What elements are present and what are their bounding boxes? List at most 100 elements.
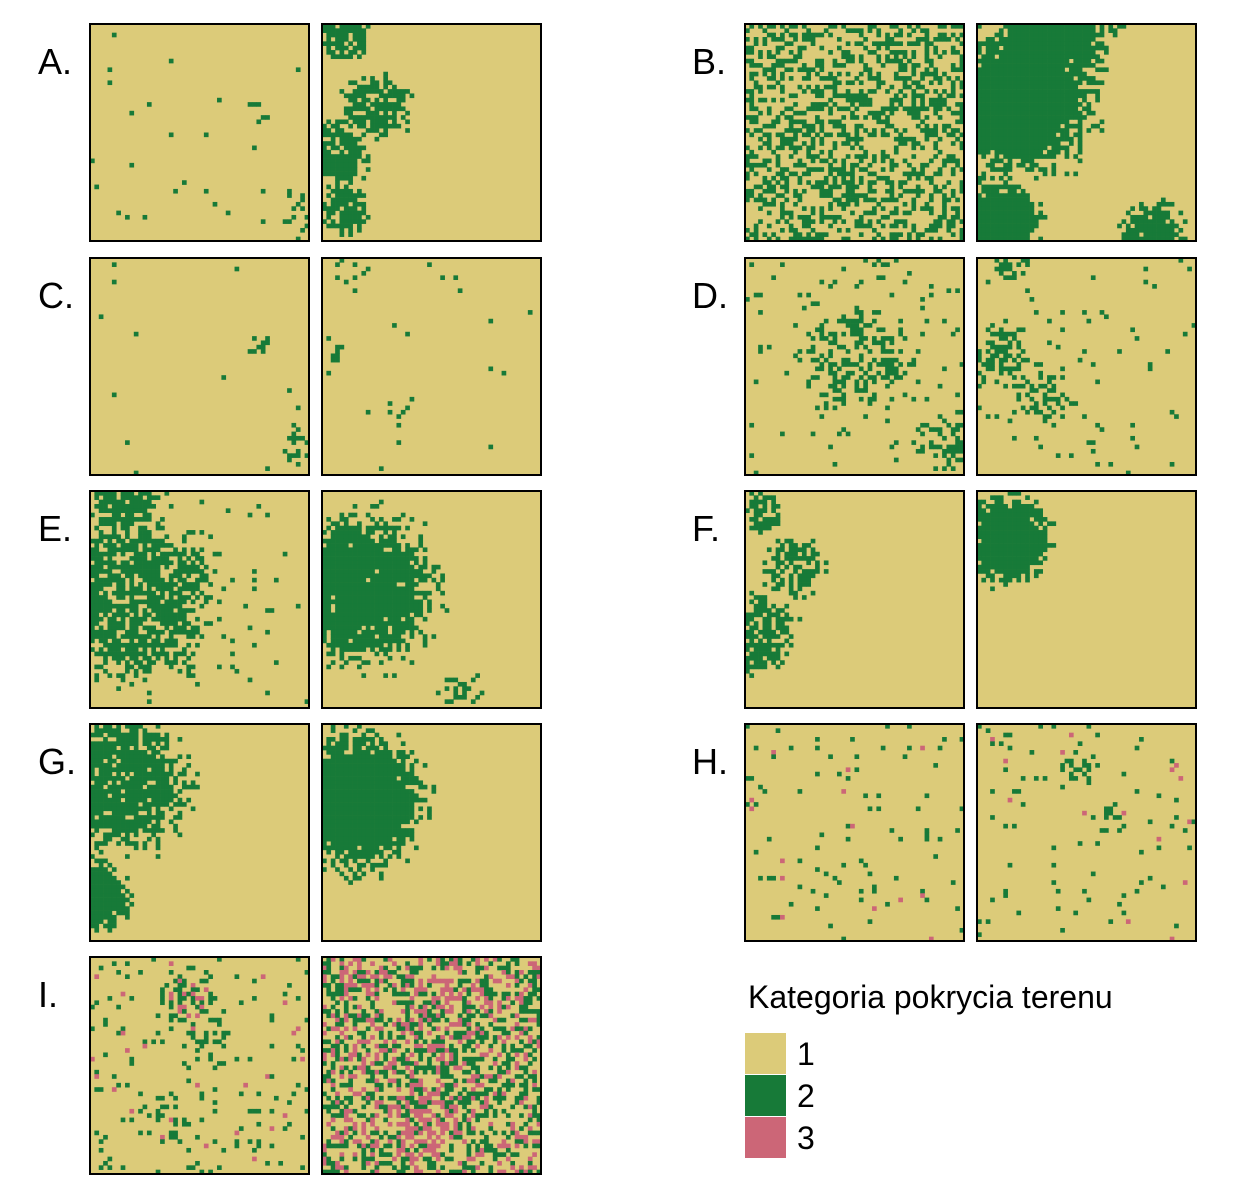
raster-cell xyxy=(797,180,803,185)
raster-cell xyxy=(766,629,772,635)
raster-cell xyxy=(775,158,781,164)
raster-cell xyxy=(863,323,868,328)
raster-cell xyxy=(155,638,161,644)
raster-cell xyxy=(990,323,995,328)
raster-cell xyxy=(942,453,947,458)
raster-cell xyxy=(107,647,113,652)
raster-cell xyxy=(1038,106,1043,112)
raster-cell xyxy=(116,499,121,505)
raster-cell xyxy=(387,409,393,415)
raster-cell xyxy=(806,292,811,298)
raster-cell xyxy=(845,71,851,77)
raster-cell xyxy=(326,32,332,38)
raster-cell xyxy=(1042,396,1048,402)
raster-cell xyxy=(1007,167,1013,172)
raster-cell xyxy=(107,616,113,622)
raster-cell xyxy=(793,162,798,168)
raster-cell xyxy=(1033,409,1039,415)
raster-cell xyxy=(898,180,903,185)
raster-cell xyxy=(330,136,336,142)
raster-cell xyxy=(1055,63,1061,68)
raster-cell xyxy=(1095,379,1100,385)
raster-cell xyxy=(348,582,353,587)
raster-cell xyxy=(195,586,200,592)
raster-cell xyxy=(94,629,100,635)
raster-cell xyxy=(985,327,991,333)
raster-cell xyxy=(793,37,798,42)
raster-cell xyxy=(959,457,965,463)
raster-cell xyxy=(775,573,781,579)
raster-cell xyxy=(950,132,956,138)
raster-cell xyxy=(111,590,117,596)
raster-cell xyxy=(1003,512,1008,518)
raster-cell xyxy=(1047,41,1052,46)
raster-cell xyxy=(1029,162,1035,168)
raster-cell xyxy=(1073,71,1079,77)
raster-cell xyxy=(836,396,842,402)
raster-cell xyxy=(400,564,406,570)
raster-cell xyxy=(793,110,798,116)
raster-cell xyxy=(111,616,117,622)
raster-cell xyxy=(762,603,768,609)
raster-cell xyxy=(335,193,340,198)
raster-cell xyxy=(190,590,196,596)
raster-cell xyxy=(352,642,358,648)
raster-cell xyxy=(994,132,1000,138)
raster-cell xyxy=(981,71,987,77)
raster-cell xyxy=(400,556,406,561)
raster-cell xyxy=(111,504,117,509)
raster-cell xyxy=(924,41,930,46)
raster-cell xyxy=(841,54,847,60)
raster-cell xyxy=(457,681,463,687)
raster-cell xyxy=(352,590,358,596)
raster-cell xyxy=(819,214,825,220)
raster-cell xyxy=(396,629,402,635)
raster-cell xyxy=(1051,521,1057,527)
raster-cell xyxy=(142,543,148,548)
raster-cell xyxy=(400,603,406,609)
raster-cell xyxy=(1055,67,1061,73)
raster-cell xyxy=(977,80,982,86)
raster-cell xyxy=(98,741,104,746)
raster-cell xyxy=(1025,71,1030,77)
raster-cell xyxy=(1156,201,1162,207)
raster-cell xyxy=(885,58,890,64)
raster-cell xyxy=(990,357,995,363)
raster-cell xyxy=(924,132,930,138)
raster-cell xyxy=(173,590,178,596)
raster-cell xyxy=(880,119,886,125)
raster-cell xyxy=(335,534,340,540)
raster-cell xyxy=(942,102,947,107)
raster-cell xyxy=(762,37,768,42)
raster-cell xyxy=(435,586,441,592)
raster-cell xyxy=(90,551,95,557)
raster-cell xyxy=(339,625,345,631)
raster-cell xyxy=(1025,106,1030,112)
raster-cell xyxy=(422,560,428,566)
raster-cell xyxy=(766,145,772,151)
raster-cell xyxy=(146,634,152,639)
raster-cell xyxy=(889,41,895,46)
raster-cell xyxy=(1073,115,1079,120)
raster-cell xyxy=(357,115,362,120)
raster-cell xyxy=(994,149,1000,155)
raster-cell xyxy=(1016,491,1022,496)
raster-cell xyxy=(771,504,776,509)
raster-cell xyxy=(396,547,402,553)
raster-cell xyxy=(1029,119,1035,125)
raster-cell xyxy=(977,405,982,411)
raster-cell xyxy=(753,495,759,500)
raster-cell xyxy=(902,128,908,133)
raster-cell xyxy=(1020,106,1026,112)
raster-cell xyxy=(893,54,899,60)
raster-cell xyxy=(348,80,353,86)
raster-cell xyxy=(1012,97,1017,103)
raster-cell xyxy=(1060,392,1065,398)
raster-cell xyxy=(981,145,987,151)
raster-cell xyxy=(885,370,890,376)
raster-cell xyxy=(1082,63,1087,68)
raster-cell xyxy=(1007,32,1013,38)
raster-cell xyxy=(985,136,991,142)
raster-cell xyxy=(374,595,380,600)
raster-cell xyxy=(806,219,811,224)
